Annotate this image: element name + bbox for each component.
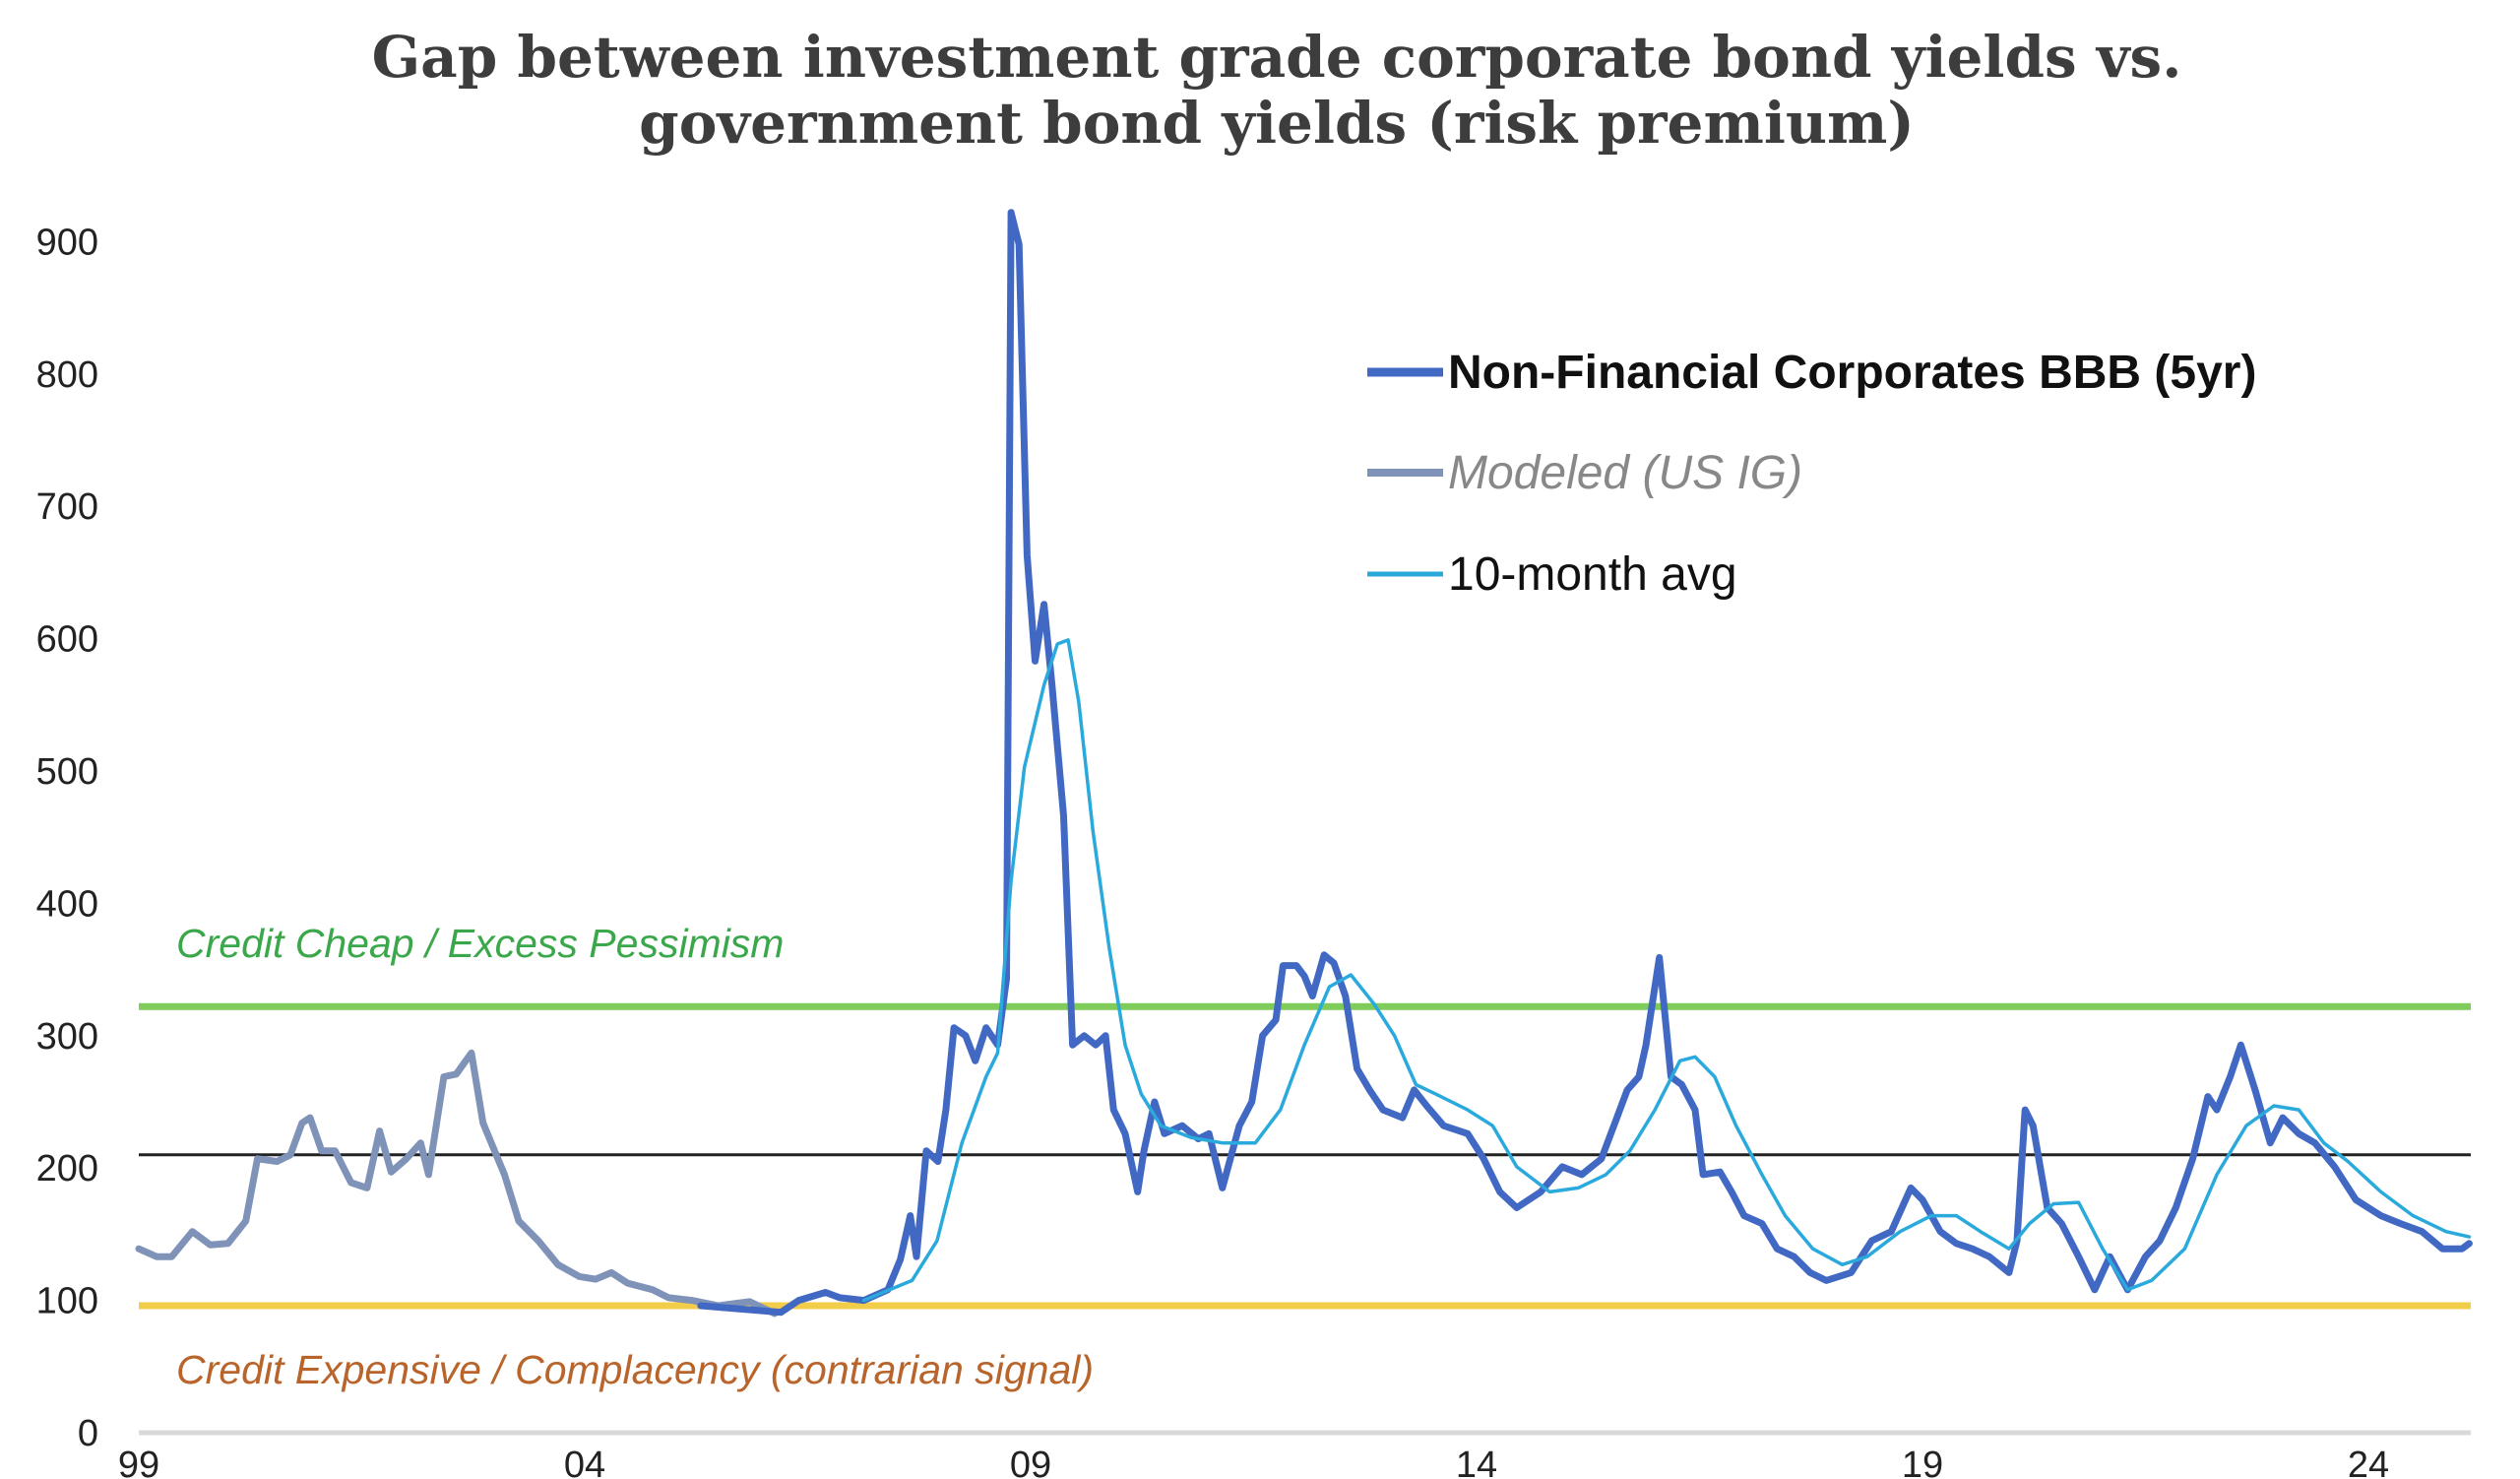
x-tick-label: 99 <box>118 1445 159 1479</box>
series-bbb-5yr <box>697 209 2473 1317</box>
series-modeled-us-ig <box>135 1049 779 1318</box>
y-tick-label: 800 <box>36 354 98 396</box>
annotation-credit-cheap: Credit Cheap / Excess Pessimism <box>176 921 784 966</box>
y-tick-label: 900 <box>36 222 98 263</box>
chart-title-line-1: Gap between investment grade corporate b… <box>372 24 2182 91</box>
x-tick-label: 24 <box>2348 1445 2389 1479</box>
annotation-credit-expensive: Credit Expensive / Complacency (contrari… <box>176 1347 1094 1392</box>
x-axis: 99 04 09 14 19 24 <box>118 1445 2389 1479</box>
y-axis: 0 100 200 300 400 500 600 700 800 900 <box>36 222 98 1454</box>
y-tick-label: 200 <box>36 1148 98 1190</box>
reference-lines <box>139 1002 2471 1310</box>
legend-label-avg: 10-month avg <box>1448 548 1737 601</box>
y-tick-label: 300 <box>36 1016 98 1058</box>
y-tick-label: 400 <box>36 883 98 925</box>
legend-label-modeled: Modeled (US IG) <box>1448 447 1802 499</box>
y-tick-label: 100 <box>36 1281 98 1322</box>
legend: Non-Financial Corporates BBB (5yr) Model… <box>1367 347 2256 601</box>
chart-title-line-2: government bond yields (risk premium) <box>639 90 1915 157</box>
y-tick-label: 700 <box>36 486 98 528</box>
x-tick-label: 04 <box>564 1445 605 1479</box>
x-tick-label: 14 <box>1456 1445 1497 1479</box>
y-tick-label: 600 <box>36 619 98 661</box>
y-tick-label: 500 <box>36 751 98 793</box>
y-tick-label: 0 <box>78 1413 98 1454</box>
legend-label-bbb: Non-Financial Corporates BBB (5yr) <box>1448 347 2256 399</box>
x-tick-label: 19 <box>1902 1445 1943 1479</box>
series-10-month-avg <box>861 638 2472 1303</box>
series-lines <box>135 209 2473 1318</box>
x-tick-label: 09 <box>1010 1445 1051 1479</box>
